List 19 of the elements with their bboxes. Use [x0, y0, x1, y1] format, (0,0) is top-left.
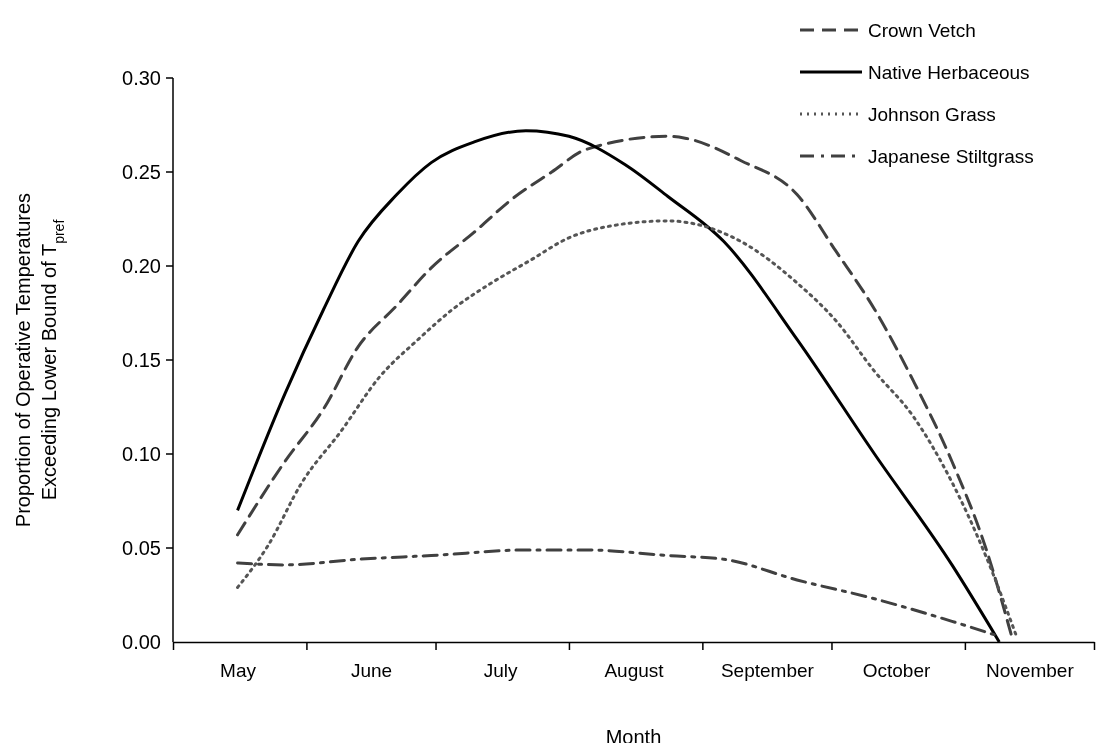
x-tick-label: May [220, 660, 257, 682]
y-tick-label: 0.30 [122, 67, 161, 89]
legend-label: Crown Vetch [868, 19, 976, 41]
y-tick-label: 0.20 [122, 255, 161, 277]
legend-label: Japanese Stiltgrass [868, 145, 1034, 167]
y-tick-label: 0.00 [122, 631, 161, 653]
line-series [236, 219, 1019, 638]
x-tick-label: November [986, 660, 1075, 682]
y-tick-label: 0.05 [122, 537, 161, 559]
y-tick-label: 0.15 [122, 349, 161, 371]
x-tick-label: June [350, 660, 393, 682]
y-tick-label: 0.10 [122, 443, 161, 465]
legend-label: Native Herbaceous [868, 61, 1030, 83]
x-tick-label: July [483, 660, 518, 682]
legend-label: Johnson Grass [868, 103, 996, 125]
y-tick-label: 0.25 [122, 161, 161, 183]
x-tick-label: September [720, 660, 815, 682]
x-tick-label: October [862, 660, 931, 682]
x-tick-label: August [604, 660, 665, 682]
